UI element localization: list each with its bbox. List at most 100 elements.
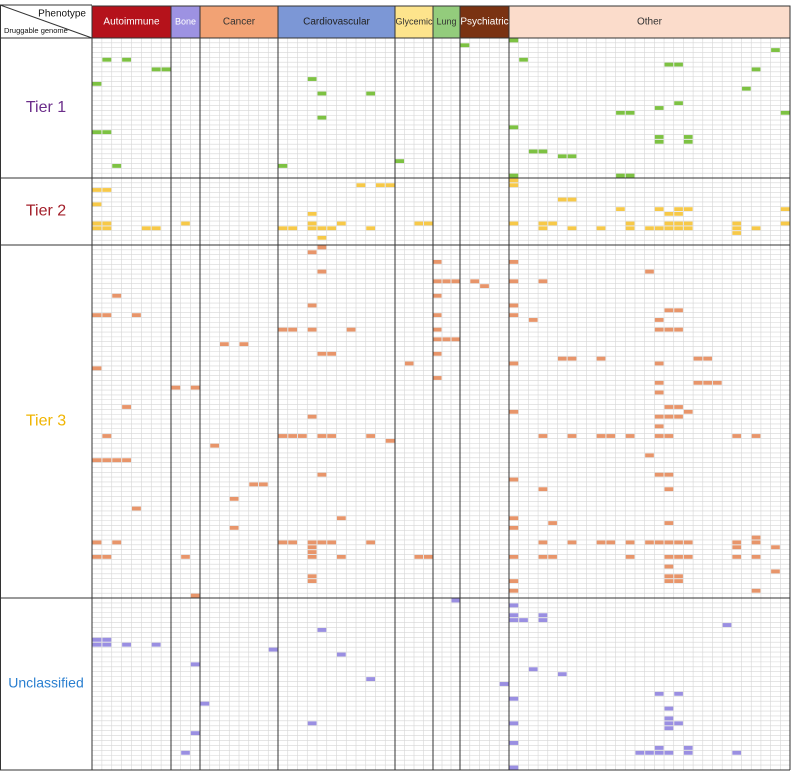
- cell: [102, 637, 112, 642]
- cell: [307, 545, 317, 550]
- cell: [567, 226, 577, 231]
- cell: [664, 726, 674, 731]
- cell: [102, 458, 112, 463]
- cell: [102, 130, 112, 135]
- cell: [509, 516, 519, 521]
- cell: [509, 409, 519, 414]
- cell: [567, 356, 577, 361]
- cell: [366, 677, 375, 682]
- cell: [307, 414, 317, 419]
- phenotype-name: Glycemic: [395, 16, 433, 26]
- phenotype-label: Phenotype: [38, 9, 86, 20]
- cell: [509, 588, 519, 593]
- cell: [509, 765, 519, 770]
- cell: [645, 750, 654, 755]
- cell: [683, 750, 693, 755]
- cell: [307, 574, 317, 579]
- cell: [751, 588, 761, 593]
- cell: [625, 173, 635, 178]
- tier-label: Tier 1: [26, 99, 66, 116]
- cell: [664, 212, 674, 216]
- cell: [538, 554, 548, 559]
- cell: [654, 424, 664, 429]
- cell: [683, 135, 693, 139]
- cell: [112, 293, 122, 298]
- cell: [288, 226, 297, 231]
- cell: [654, 361, 664, 366]
- cell: [664, 221, 674, 226]
- cell: [548, 554, 557, 559]
- cell: [317, 351, 327, 356]
- cell: [317, 235, 327, 240]
- cell: [385, 183, 395, 188]
- cell: [181, 750, 190, 755]
- cell: [557, 672, 567, 677]
- cell: [654, 318, 664, 322]
- phenotype-name: Cancer: [223, 17, 256, 28]
- cell: [385, 438, 395, 443]
- cell: [674, 308, 683, 313]
- cell: [161, 67, 171, 72]
- cell: [307, 77, 317, 81]
- cell: [509, 313, 519, 318]
- phenotype-name: Bone: [175, 16, 196, 26]
- cell: [654, 390, 664, 395]
- cell: [509, 361, 519, 366]
- cell: [616, 110, 625, 115]
- cell: [703, 380, 712, 385]
- cell: [538, 613, 548, 618]
- cell: [519, 57, 528, 62]
- cell: [780, 221, 790, 226]
- cell: [366, 540, 375, 545]
- cell: [307, 550, 317, 554]
- cell: [509, 613, 519, 618]
- cell: [451, 598, 460, 603]
- cell: [654, 540, 664, 545]
- cell: [433, 313, 442, 318]
- cell: [132, 506, 141, 511]
- cell: [307, 212, 317, 216]
- cell: [112, 164, 122, 168]
- cell: [102, 226, 112, 231]
- cell: [674, 212, 683, 216]
- cell: [567, 434, 577, 438]
- cell: [654, 380, 664, 385]
- cell: [317, 115, 327, 120]
- cell: [771, 569, 780, 574]
- cell: [239, 342, 249, 347]
- cell: [122, 458, 131, 463]
- cell: [327, 226, 336, 231]
- cell: [327, 434, 336, 438]
- cell: [151, 67, 161, 72]
- cell: [664, 721, 674, 726]
- cell: [674, 691, 683, 696]
- cell: [683, 139, 693, 144]
- phenotype-name: Autoimmune: [103, 17, 160, 28]
- cell: [664, 554, 674, 559]
- cell: [664, 472, 674, 477]
- cell: [616, 173, 625, 178]
- cell: [229, 496, 239, 501]
- cell: [337, 221, 346, 226]
- cell: [181, 554, 190, 559]
- cell: [92, 313, 102, 318]
- cell: [664, 579, 674, 583]
- cell: [433, 293, 442, 298]
- cell: [442, 279, 451, 284]
- cell: [102, 554, 112, 559]
- genome-label: Druggable genome: [4, 26, 68, 35]
- cell: [307, 250, 317, 255]
- cell: [538, 434, 548, 438]
- phenotype-name: Other: [637, 17, 663, 28]
- cell: [664, 308, 674, 313]
- cell: [509, 279, 519, 284]
- cell: [664, 405, 674, 409]
- cell: [625, 540, 635, 545]
- cell: [548, 521, 557, 525]
- cell: [451, 337, 460, 342]
- cell: [557, 197, 567, 202]
- cell: [693, 380, 703, 385]
- cell: [509, 579, 519, 583]
- cell: [112, 458, 122, 463]
